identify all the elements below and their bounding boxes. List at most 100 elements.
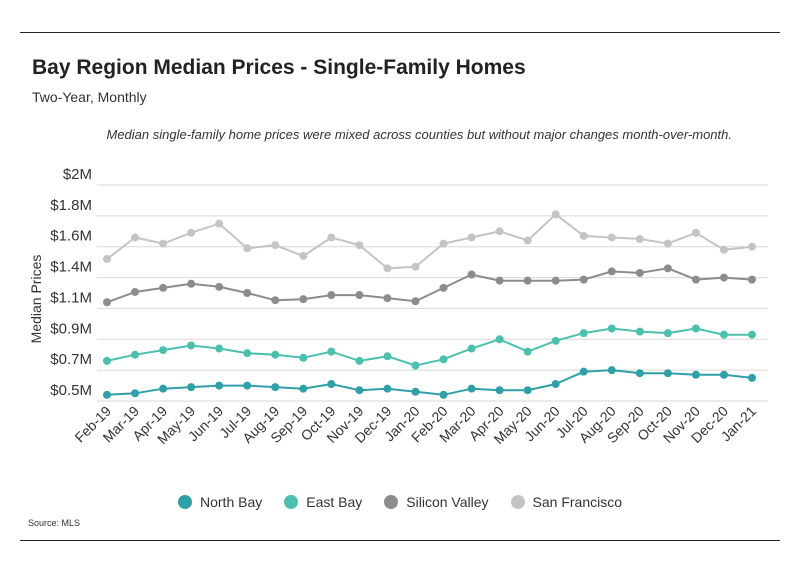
data-point-east-bay <box>467 344 476 353</box>
data-point-north-bay <box>103 390 111 399</box>
data-point-north-bay <box>439 390 448 399</box>
data-point-east-bay <box>131 350 140 359</box>
series-line-north-bay <box>106 369 753 396</box>
data-point-silicon-valley <box>187 279 196 288</box>
data-point-san-francisco <box>411 262 420 271</box>
data-point-san-francisco <box>299 251 308 260</box>
data-point-east-bay <box>551 336 560 345</box>
data-point-east-bay <box>103 356 111 365</box>
y-tick-label: $1.8M <box>50 197 92 214</box>
data-point-north-bay <box>187 383 196 392</box>
data-point-san-francisco <box>131 233 140 242</box>
data-point-silicon-valley <box>299 295 308 304</box>
data-point-north-bay <box>635 369 644 378</box>
data-point-north-bay <box>215 381 224 390</box>
data-point-san-francisco <box>327 233 336 242</box>
data-point-east-bay <box>607 324 616 333</box>
data-point-silicon-valley <box>719 273 728 282</box>
data-point-san-francisco <box>663 239 672 248</box>
data-point-east-bay <box>271 350 280 359</box>
legend-item-north-bay: North Bay <box>178 494 262 510</box>
y-tick-label: $0.7M <box>50 351 92 368</box>
data-point-east-bay <box>523 347 532 356</box>
data-point-north-bay <box>719 370 728 379</box>
legend-swatch <box>384 495 399 509</box>
data-point-east-bay <box>719 330 728 339</box>
source-note: Source: MLS <box>28 518 81 528</box>
data-point-east-bay <box>663 329 672 338</box>
data-point-north-bay <box>299 384 308 393</box>
data-point-san-francisco <box>719 245 728 254</box>
data-point-silicon-valley <box>495 276 504 285</box>
data-point-north-bay <box>411 387 420 396</box>
data-point-silicon-valley <box>383 294 392 303</box>
data-point-north-bay <box>243 381 252 390</box>
data-point-silicon-valley <box>159 283 168 292</box>
data-point-north-bay <box>327 380 336 389</box>
data-point-san-francisco <box>523 236 532 245</box>
data-point-silicon-valley <box>663 264 672 273</box>
legend-swatch <box>178 495 192 509</box>
y-tick-label: $2M <box>63 166 92 183</box>
data-point-north-bay <box>551 380 560 389</box>
data-point-san-francisco <box>607 233 616 242</box>
data-point-silicon-valley <box>411 297 420 306</box>
data-point-north-bay <box>607 366 616 375</box>
series-line-san-francisco <box>106 212 753 270</box>
data-point-east-bay <box>159 346 168 355</box>
data-point-east-bay <box>243 349 252 358</box>
data-point-east-bay <box>495 335 504 344</box>
data-point-east-bay <box>327 347 336 356</box>
legend-label: San Francisco <box>532 494 622 510</box>
data-point-san-francisco <box>748 242 756 251</box>
data-point-silicon-valley <box>215 282 224 291</box>
data-point-silicon-valley <box>327 291 336 300</box>
data-point-san-francisco <box>355 241 364 250</box>
y-tick-label: $0.9M <box>50 320 92 337</box>
data-point-north-bay <box>748 373 756 382</box>
chart-annotation: Median single-family home prices were mi… <box>106 127 733 142</box>
data-point-san-francisco <box>383 264 392 273</box>
series-line-silicon-valley <box>106 267 753 304</box>
data-point-silicon-valley <box>271 296 280 305</box>
data-point-san-francisco <box>467 233 476 242</box>
series-line-east-bay <box>106 327 752 367</box>
data-point-silicon-valley <box>635 268 644 277</box>
data-point-san-francisco <box>635 235 644 243</box>
data-point-silicon-valley <box>103 298 111 307</box>
data-point-east-bay <box>635 327 644 336</box>
data-point-silicon-valley <box>243 289 252 297</box>
data-point-silicon-valley <box>691 275 700 284</box>
data-point-east-bay <box>691 324 700 333</box>
data-point-san-francisco <box>439 239 448 248</box>
y-tick-label: $0.5M <box>50 382 92 399</box>
data-point-north-bay <box>355 386 364 395</box>
data-point-east-bay <box>579 329 588 338</box>
data-point-san-francisco <box>551 210 560 219</box>
chart-title: Bay Region Median Prices - Single-Family… <box>32 56 526 79</box>
bottom-rule <box>20 540 780 541</box>
data-point-east-bay <box>215 344 224 353</box>
data-point-north-bay <box>271 383 280 392</box>
data-point-east-bay <box>187 341 196 350</box>
legend-swatch <box>284 495 299 509</box>
legend-item-silicon-valley: Silicon Valley <box>384 494 489 510</box>
data-point-east-bay <box>748 330 756 339</box>
legend-label: North Bay <box>200 494 263 510</box>
data-point-san-francisco <box>159 239 168 248</box>
data-point-silicon-valley <box>607 267 616 276</box>
data-point-north-bay <box>663 369 672 378</box>
legend-item-san-francisco: San Francisco <box>510 494 622 510</box>
chart-legend: North Bay East Bay Silicon Valley San Franc… <box>0 494 800 510</box>
data-point-san-francisco <box>215 219 224 228</box>
y-tick-label: $1.6M <box>50 228 92 245</box>
legend-swatch <box>510 495 525 509</box>
data-point-silicon-valley <box>748 275 756 284</box>
data-point-san-francisco <box>243 244 252 253</box>
data-point-silicon-valley <box>355 291 364 300</box>
data-point-north-bay <box>131 389 140 398</box>
data-point-san-francisco <box>187 228 196 237</box>
data-point-san-francisco <box>103 255 111 264</box>
chart-subtitle: Two-Year, Monthly <box>32 89 147 105</box>
data-point-north-bay <box>467 384 476 393</box>
